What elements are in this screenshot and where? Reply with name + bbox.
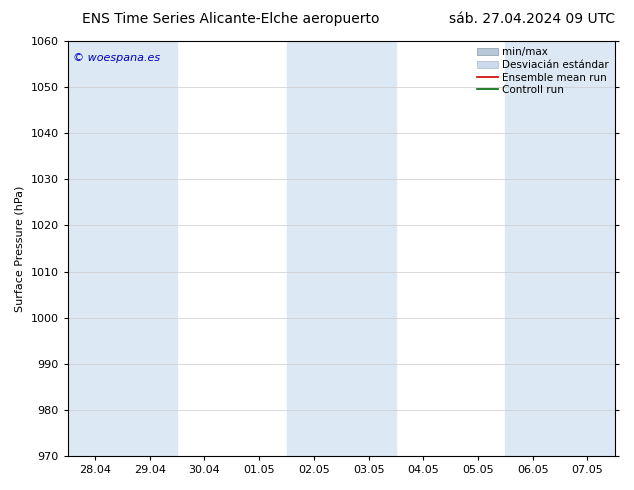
Text: ENS Time Series Alicante-Elche aeropuerto: ENS Time Series Alicante-Elche aeropuert… [82,12,380,26]
Bar [68,41,177,456]
Bar [287,41,396,456]
Y-axis label: Surface Pressure (hPa): Surface Pressure (hPa) [15,185,25,312]
Text: sáb. 27.04.2024 09 UTC: sáb. 27.04.2024 09 UTC [449,12,615,26]
Legend: min/max, Desviacián estándar, Ensemble mean run, Controll run: min/max, Desviacián estándar, Ensemble m… [474,44,612,98]
Text: © woespana.es: © woespana.es [73,53,160,64]
Bar [505,41,615,456]
